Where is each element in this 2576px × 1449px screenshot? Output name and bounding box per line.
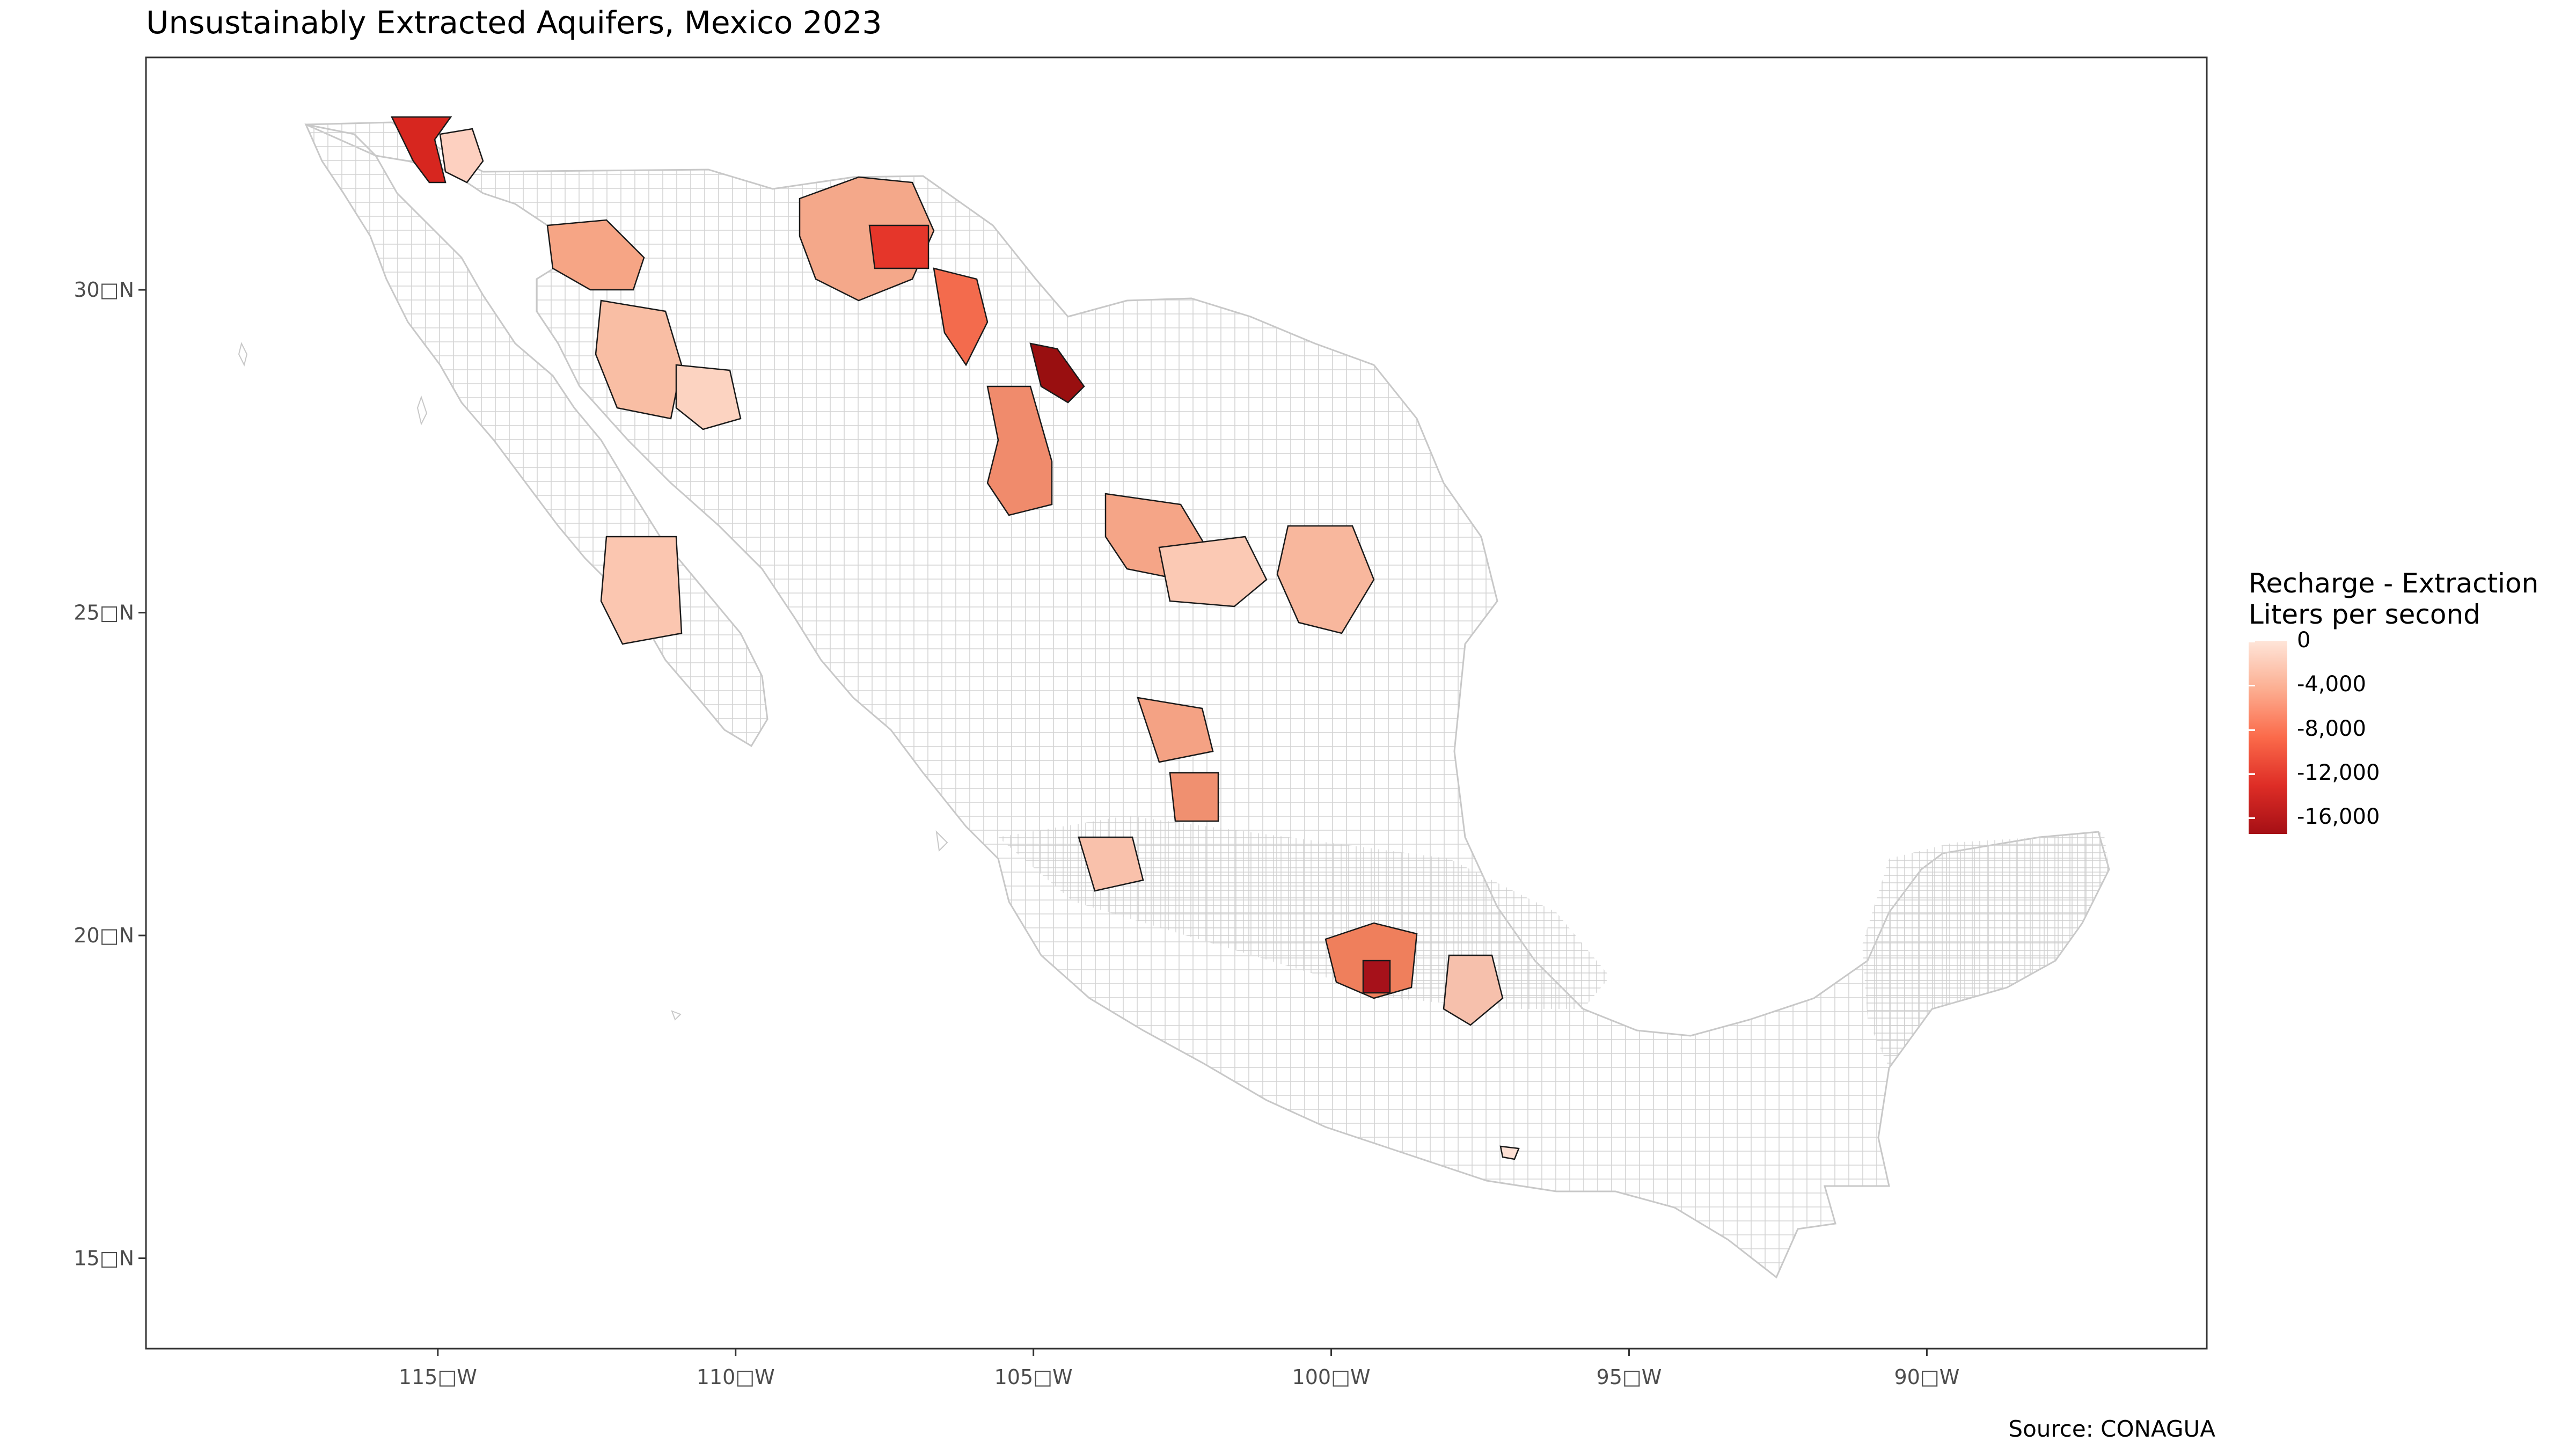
- aquifer: [1078, 836, 1144, 892]
- legend-label: -8,000: [2297, 716, 2366, 741]
- x-tick-label: 90□W: [1894, 1365, 1959, 1389]
- x-tick-label: 95□W: [1597, 1365, 1662, 1389]
- aquifer: [675, 364, 742, 430]
- aquifer: [1137, 697, 1214, 763]
- x-tick-label: 115□W: [399, 1365, 477, 1389]
- aquifer: [799, 176, 935, 302]
- y-tick-label: 20□N: [74, 924, 134, 947]
- aquifer: [1276, 525, 1375, 634]
- source-caption: Source: CONAGUA: [2008, 1416, 2215, 1442]
- x-tick-label: 100□W: [1292, 1365, 1371, 1389]
- mexico-outline: [238, 121, 2110, 1279]
- legend-tick: [2249, 729, 2255, 731]
- y-tick-label: 30□N: [74, 278, 134, 302]
- legend-tick: [2249, 773, 2255, 775]
- legend-title-line1: Recharge - Extraction: [2249, 568, 2539, 599]
- y-tick-label: 25□N: [74, 601, 134, 625]
- legend-colorbar: [2249, 641, 2287, 834]
- legend-label: -12,000: [2297, 760, 2380, 785]
- legend-label: -4,000: [2297, 672, 2366, 697]
- aquifers: [390, 116, 1520, 1160]
- aquifer: [600, 536, 683, 645]
- y-tick-label: 15□N: [74, 1247, 134, 1270]
- aquifer-zona-metropolitana: [1362, 960, 1391, 994]
- aquifer: [439, 128, 484, 184]
- y-axis: 30□N 25□N 20□N 15□N: [74, 278, 146, 1270]
- aquifer: [1169, 772, 1219, 822]
- map-title: Unsustainably Extracted Aquifers, Mexico…: [146, 4, 882, 41]
- aquifer: [986, 385, 1053, 516]
- aquifer-piedras-negras: [1029, 342, 1085, 404]
- aquifer: [1499, 1145, 1520, 1160]
- x-tick-label: 110□W: [697, 1365, 775, 1389]
- aquifer: [546, 219, 645, 291]
- x-tick-label: 105□W: [994, 1365, 1073, 1389]
- aquifer-mexicali: [390, 116, 452, 184]
- aquifer: [1443, 954, 1504, 1026]
- aquifer: [595, 299, 683, 420]
- legend: Recharge - Extraction Liters per second …: [2249, 568, 2539, 834]
- x-axis: 115□W 110□W 105□W 100□W 95□W 90□W: [399, 1349, 1959, 1389]
- legend-title-line2: Liters per second: [2249, 599, 2480, 630]
- aquifer: [1158, 536, 1268, 608]
- legend-tick: [2249, 641, 2255, 642]
- legend-tick: [2249, 817, 2255, 819]
- aquifer: [933, 267, 989, 367]
- legend-label: 0: [2297, 628, 2311, 653]
- legend-tick: [2249, 685, 2255, 687]
- aquifer: [868, 224, 930, 269]
- legend-label: -16,000: [2297, 804, 2380, 830]
